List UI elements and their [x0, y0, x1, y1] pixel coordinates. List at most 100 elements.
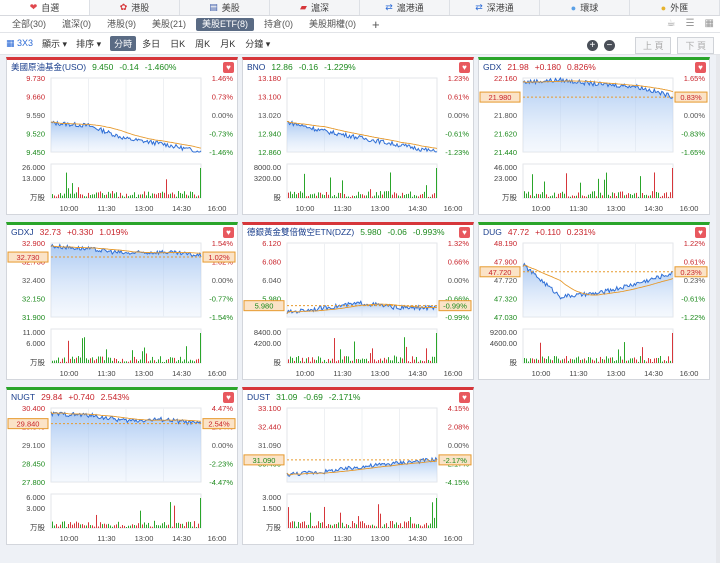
volume-bar: [378, 195, 379, 198]
volume-bar: [72, 356, 73, 363]
panel-header: 德銀黃金雙倍做空ETN(DZZ) 5.980 -0.06 -0.993%: [243, 225, 473, 239]
stock-name[interactable]: 美國原油基金(USO): [11, 62, 87, 72]
volume-plot-frame: [522, 328, 674, 364]
volume-bar: [548, 356, 549, 363]
prev-page-button[interactable]: 上 頁: [634, 37, 672, 54]
watchlist-tab-6[interactable]: 美股期權(0): [309, 18, 357, 29]
stock-name[interactable]: GDX: [483, 62, 502, 72]
time-axis-label: 13:00: [371, 204, 390, 213]
volume-bar: [324, 195, 325, 198]
market-tab-6[interactable]: ● 環球: [540, 0, 630, 15]
volume-bar: [312, 357, 313, 363]
favorite-heart-icon[interactable]: ♥: [223, 392, 234, 403]
watchlist-tab-3[interactable]: 美股(21): [152, 18, 187, 29]
market-tab-4[interactable]: ⇄ 滬港通: [360, 0, 450, 15]
period-button-3[interactable]: 周K: [195, 39, 211, 49]
stock-name[interactable]: NUGT: [11, 392, 36, 402]
stock-panel[interactable]: GDX 21.98 +0.180 0.826% ♥ 22.160 21.980 21.…: [478, 57, 710, 215]
volume-bar: [326, 191, 327, 198]
period-button-5[interactable]: 分鐘 ▾: [245, 39, 271, 49]
market-tab-3[interactable]: ▰ 滬深: [270, 0, 360, 15]
volume-bar: [192, 360, 193, 363]
favorite-heart-icon[interactable]: ♥: [459, 227, 470, 238]
volume-bar: [310, 194, 311, 198]
market-tab-7[interactable]: ● 外匯: [630, 0, 720, 15]
watchlist-tab-1[interactable]: 滬深(0): [62, 18, 92, 29]
period-button-2[interactable]: 日K: [170, 39, 186, 49]
zoom-in-icon[interactable]: +: [586, 40, 598, 51]
add-watchlist-icon[interactable]: +: [372, 16, 380, 32]
market-tab-1[interactable]: ✿ 港股: [90, 0, 180, 15]
price-axis-label: 9.730: [26, 74, 45, 83]
scrollbar[interactable]: [716, 55, 720, 563]
volume-bar: [426, 185, 427, 198]
display-menu[interactable]: 顯示 ▾: [42, 39, 68, 49]
volume-bar: [648, 358, 649, 363]
stock-panel[interactable]: 美國原油基金(USO) 9.450 -0.14 -1.460% ♥ 9.730 9.…: [6, 57, 238, 215]
volume-axis-label: 万股: [502, 193, 517, 202]
volume-bar: [560, 192, 561, 198]
watchlist-tab-0[interactable]: 全部(30): [12, 18, 47, 29]
period-button-0[interactable]: 分時: [110, 36, 137, 51]
next-page-button[interactable]: 下 頁: [677, 37, 714, 54]
volume-bar: [110, 193, 111, 198]
stock-name[interactable]: BNO: [247, 62, 266, 72]
favorite-heart-icon[interactable]: ♥: [223, 227, 234, 238]
favorite-heart-icon[interactable]: ♥: [223, 62, 234, 73]
volume-bar: [78, 356, 79, 363]
list-icon[interactable]: ☰: [685, 18, 695, 29]
watchlist-tab-4[interactable]: 美股ETF(8): [196, 17, 255, 31]
stock-panel[interactable]: 德銀黃金雙倍做空ETN(DZZ) 5.980 -0.06 -0.993% ♥ 6.…: [242, 222, 474, 380]
volume-bar: [630, 358, 631, 363]
volume-bar: [124, 361, 125, 363]
volume-bar: [380, 191, 381, 198]
stock-panel[interactable]: DUG 47.72 +0.110 0.231% ♥ 48.190 47.900 47.…: [478, 222, 710, 380]
market-tab-0[interactable]: ❤ 自選: [0, 0, 90, 15]
stock-name[interactable]: DUG: [483, 227, 502, 237]
watchlist-tab-5[interactable]: 持倉(0): [264, 18, 294, 29]
volume-bar: [60, 193, 61, 198]
watchlist-tab-2[interactable]: 港股(9): [107, 18, 137, 29]
pct-axis-label: 4.15%: [448, 404, 470, 413]
volume-bar: [150, 360, 151, 363]
period-button-1[interactable]: 多日: [142, 39, 161, 49]
grid-icon[interactable]: ▦: [704, 18, 714, 29]
stock-name[interactable]: DUST: [247, 392, 271, 402]
volume-bar: [558, 358, 559, 363]
volume-bar: [434, 193, 435, 198]
layout-toggle[interactable]: ▦ 3X3: [6, 38, 34, 48]
volume-bar: [108, 191, 109, 198]
pct-axis-label: 1.54%: [212, 239, 234, 248]
market-tab-2[interactable]: ▤ 美股: [180, 0, 270, 15]
volume-bar: [178, 191, 179, 198]
favorite-heart-icon[interactable]: ♥: [459, 392, 470, 403]
favorite-heart-icon[interactable]: ♥: [459, 62, 470, 73]
volume-bar: [382, 526, 383, 528]
favorite-heart-icon[interactable]: ♥: [695, 62, 706, 73]
cup-icon[interactable]: ☕: [666, 18, 676, 29]
stock-name[interactable]: GDXJ: [11, 227, 34, 237]
period-button-4[interactable]: 月K: [220, 39, 236, 49]
stock-name[interactable]: 德銀黃金雙倍做空ETN(DZZ): [247, 227, 355, 237]
volume-bar: [328, 194, 329, 198]
market-tab-5[interactable]: ⇄ 深港通: [450, 0, 540, 15]
volume-bar: [346, 356, 347, 363]
volume-bar: [404, 521, 405, 528]
volume-bar: [536, 193, 537, 198]
zoom-out-icon[interactable]: −: [603, 40, 615, 51]
stock-panel[interactable]: BNO 12.86 -0.16 -1.229% ♥ 13.180 13.100 13.…: [242, 57, 474, 215]
volume-bar: [634, 193, 635, 198]
volume-bar: [374, 525, 375, 528]
market-tabs: ❤ 自選 ✿ 港股 ▤ 美股 ▰ 滬深 ⇄ 滬港通 ⇄ 深港通 ● 環球 ● 外匯: [0, 0, 720, 16]
sort-menu[interactable]: 排序 ▾: [76, 39, 102, 49]
stock-panel[interactable]: GDXJ 32.73 +0.330 1.019% ♥32.90032.73032…: [6, 222, 238, 380]
favorite-heart-icon[interactable]: ♥: [695, 227, 706, 238]
volume-bar: [632, 194, 633, 198]
stock-panel[interactable]: DUST 31.09 -0.69 -2.171% ♥ 33.100 32.440 31…: [242, 387, 474, 545]
volume-bar: [330, 177, 331, 198]
volume-bar: [180, 356, 181, 363]
volume-bar: [310, 361, 311, 363]
volume-bar: [348, 356, 349, 363]
stock-panel[interactable]: NUGT 29.84 +0.740 2.543% ♥ 30.400 29.840 29…: [6, 387, 238, 545]
volume-bar: [336, 196, 337, 198]
